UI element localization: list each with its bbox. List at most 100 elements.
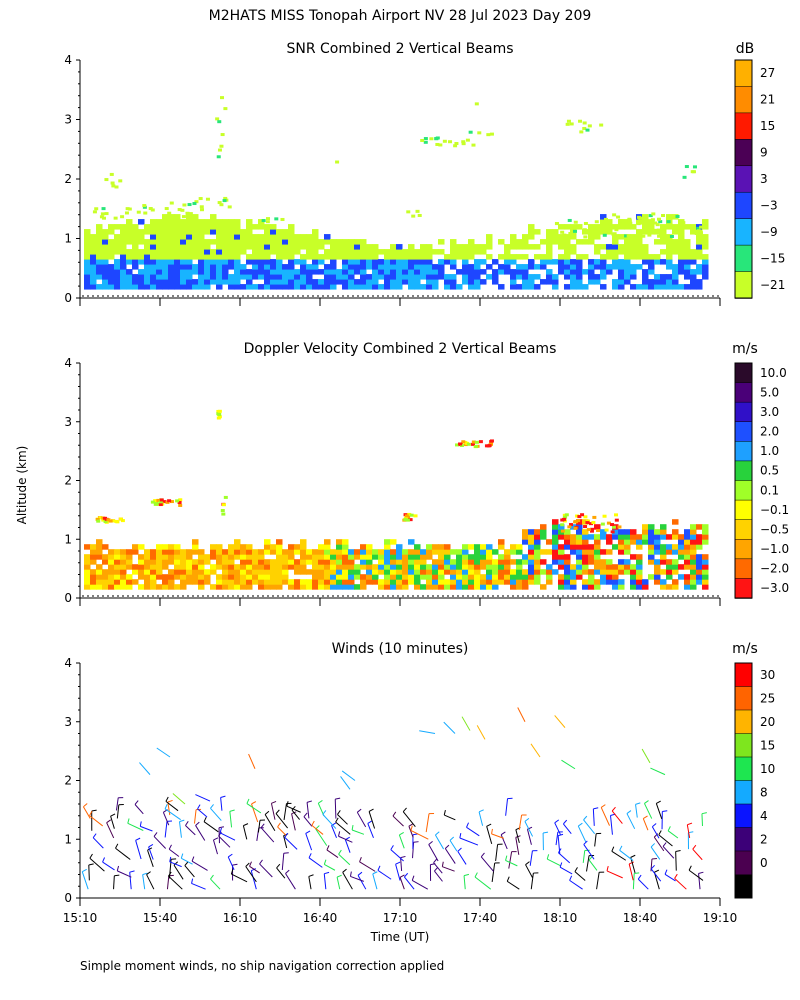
velocity-cell [648, 559, 655, 565]
snr-cell [180, 264, 187, 270]
snr-cell [372, 264, 379, 270]
wind-barb [395, 864, 401, 881]
velocity-cell [660, 549, 667, 555]
snr-cell [600, 284, 607, 290]
snr-cell [492, 259, 499, 265]
snr-cell [372, 284, 379, 290]
snr-cell [534, 244, 541, 250]
snr-cell [408, 254, 415, 260]
snr-cell [668, 226, 673, 230]
snr-cell [468, 249, 475, 255]
snr-cell [461, 140, 466, 144]
velocity-cell [563, 515, 568, 519]
snr-cell [366, 254, 373, 260]
velocity-cell [234, 539, 241, 545]
snr-cell [648, 229, 655, 235]
velocity-cell [408, 579, 415, 585]
velocity-cell [312, 549, 319, 555]
snr-cell [462, 269, 469, 275]
velocity-cell [126, 549, 133, 555]
wind-barb [610, 815, 613, 835]
colorbar-swatch [734, 803, 753, 829]
snr-cell [576, 239, 583, 245]
snr-cell [132, 244, 139, 250]
snr-colorbar-unit: dB [736, 41, 755, 57]
snr-cell [114, 234, 121, 240]
velocity-cell [498, 544, 505, 550]
snr-cell [702, 264, 709, 270]
snr-cell [216, 274, 223, 280]
wind-barb [586, 855, 590, 872]
snr-cell [438, 143, 443, 147]
velocity-cell [264, 539, 271, 545]
velocity-cell [696, 524, 703, 530]
snr-cell [593, 232, 598, 236]
snr-cell [576, 279, 583, 285]
snr-cell [174, 224, 181, 230]
velocity-cell [684, 559, 691, 565]
snr-cell [660, 259, 667, 265]
velocity-cell [372, 554, 379, 560]
velocity-cell [534, 554, 541, 560]
wind-barb-tick [102, 857, 106, 863]
velocity-cell [84, 554, 91, 560]
wind-barb-tick [338, 831, 341, 837]
y-tick-label: 2 [64, 172, 72, 186]
snr-cell [630, 249, 637, 255]
velocity-cell [252, 554, 259, 560]
colorbar-label: −0.1 [760, 503, 789, 517]
velocity-cell [456, 574, 463, 580]
wind-barb-tick [218, 826, 225, 829]
velocity-cell [204, 569, 211, 575]
snr-cell [468, 284, 475, 290]
velocity-cell [252, 579, 259, 585]
snr-cell [240, 244, 247, 250]
snr-cell [630, 254, 637, 260]
velocity-cell [180, 579, 187, 585]
wind-barb-tick [191, 878, 194, 884]
snr-cell [84, 284, 91, 290]
snr-cell [162, 274, 169, 280]
snr-cell [90, 274, 97, 280]
wind-barb [517, 707, 526, 722]
colorbar-label: −15 [760, 251, 785, 265]
velocity-cell [174, 559, 181, 565]
velocity-cell [486, 569, 493, 575]
velocity-cell [462, 579, 469, 585]
velocity-cell [252, 559, 259, 565]
snr-cell [246, 284, 253, 290]
snr-cell [564, 234, 571, 240]
velocity-cell [192, 544, 199, 550]
colorbar-swatch [734, 59, 753, 88]
snr-cell [486, 239, 493, 245]
velocity-cell [318, 564, 325, 570]
wind-barb [341, 770, 356, 781]
snr-cell [348, 254, 355, 260]
snr-cell [318, 254, 325, 260]
snr-cell [672, 284, 679, 290]
velocity-cell [630, 579, 637, 585]
velocity-cell [198, 564, 205, 570]
velocity-cell [414, 569, 421, 575]
snr-cell [342, 244, 349, 250]
velocity-cell [192, 564, 199, 570]
velocity-cell [336, 544, 343, 550]
wind-barb-tick [229, 809, 235, 812]
wind-barb-tick [491, 828, 493, 834]
velocity-cell [264, 574, 271, 580]
velocity-cell [175, 499, 180, 503]
snr-cell [354, 254, 361, 260]
velocity-cell [461, 440, 466, 444]
colorbar-swatch [734, 480, 753, 501]
wind-barb [337, 814, 348, 825]
velocity-cell [198, 579, 205, 585]
velocity-cell [458, 442, 463, 446]
velocity-cell [402, 579, 409, 585]
wind-barb [213, 839, 218, 855]
velocity-cell [580, 513, 585, 517]
velocity-cell [276, 539, 283, 545]
snr-cell [210, 264, 217, 270]
snr-cell [222, 264, 229, 270]
velocity-cell [702, 564, 709, 570]
